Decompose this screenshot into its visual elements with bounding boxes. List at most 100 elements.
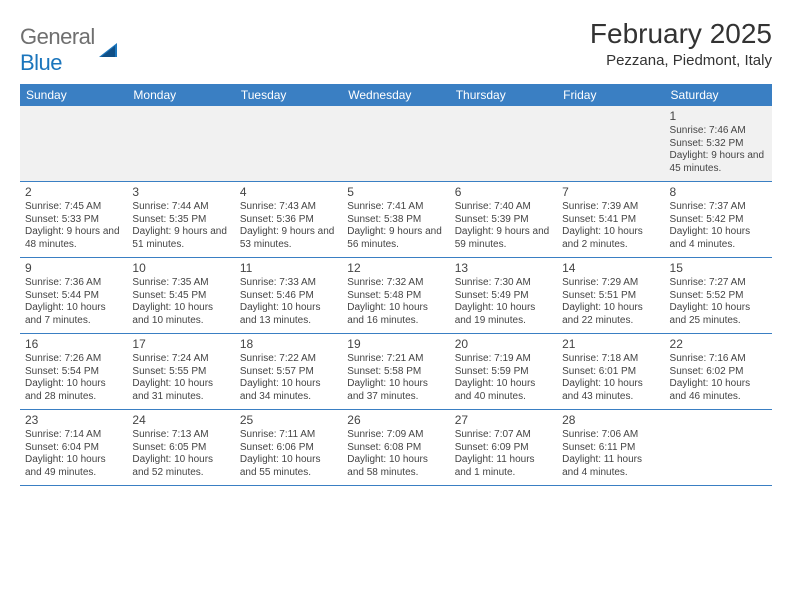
day-cell	[127, 106, 234, 182]
day-number: 1	[670, 109, 767, 124]
day-cell: 24Sunrise: 7:13 AMSunset: 6:05 PMDayligh…	[127, 410, 234, 486]
day-number: 24	[132, 413, 229, 428]
daylight-text: Daylight: 10 hours and 31 minutes.	[132, 378, 229, 403]
calendar-page: General Blue February 2025 Pezzana, Pied…	[0, 0, 792, 504]
sunset-text: Sunset: 6:02 PM	[670, 366, 767, 379]
day-number: 17	[132, 337, 229, 352]
daylight-text: Daylight: 10 hours and 13 minutes.	[240, 302, 337, 327]
day-number: 5	[347, 185, 444, 200]
sunrise-text: Sunrise: 7:41 AM	[347, 201, 444, 214]
daylight-text: Daylight: 10 hours and 10 minutes.	[132, 302, 229, 327]
daylight-text: Daylight: 9 hours and 51 minutes.	[132, 226, 229, 251]
day-cell: 16Sunrise: 7:26 AMSunset: 5:54 PMDayligh…	[20, 334, 127, 410]
day-cell: 7Sunrise: 7:39 AMSunset: 5:41 PMDaylight…	[557, 182, 664, 258]
sunrise-text: Sunrise: 7:39 AM	[562, 201, 659, 214]
sunset-text: Sunset: 5:57 PM	[240, 366, 337, 379]
sunset-text: Sunset: 5:52 PM	[670, 290, 767, 303]
day-number: 23	[25, 413, 122, 428]
sunset-text: Sunset: 6:06 PM	[240, 442, 337, 455]
day-cell	[450, 106, 557, 182]
calendar-body: 1Sunrise: 7:46 AMSunset: 5:32 PMDaylight…	[20, 106, 772, 486]
sunset-text: Sunset: 5:49 PM	[455, 290, 552, 303]
sunrise-text: Sunrise: 7:22 AM	[240, 353, 337, 366]
daylight-text: Daylight: 10 hours and 40 minutes.	[455, 378, 552, 403]
daylight-text: Daylight: 10 hours and 19 minutes.	[455, 302, 552, 327]
week-row: 2Sunrise: 7:45 AMSunset: 5:33 PMDaylight…	[20, 182, 772, 258]
sunrise-text: Sunrise: 7:43 AM	[240, 201, 337, 214]
daylight-text: Daylight: 10 hours and 34 minutes.	[240, 378, 337, 403]
day-header-row: SundayMondayTuesdayWednesdayThursdayFrid…	[20, 84, 772, 106]
sunset-text: Sunset: 5:44 PM	[25, 290, 122, 303]
sunset-text: Sunset: 5:46 PM	[240, 290, 337, 303]
daylight-text: Daylight: 10 hours and 49 minutes.	[25, 454, 122, 479]
day-header: Wednesday	[342, 84, 449, 106]
day-number: 14	[562, 261, 659, 276]
sunrise-text: Sunrise: 7:29 AM	[562, 277, 659, 290]
daylight-text: Daylight: 10 hours and 37 minutes.	[347, 378, 444, 403]
day-cell	[20, 106, 127, 182]
day-number: 13	[455, 261, 552, 276]
day-cell: 15Sunrise: 7:27 AMSunset: 5:52 PMDayligh…	[665, 258, 772, 334]
daylight-text: Daylight: 10 hours and 25 minutes.	[670, 302, 767, 327]
day-number: 19	[347, 337, 444, 352]
day-cell: 12Sunrise: 7:32 AMSunset: 5:48 PMDayligh…	[342, 258, 449, 334]
sunrise-text: Sunrise: 7:40 AM	[455, 201, 552, 214]
day-number: 8	[670, 185, 767, 200]
day-number: 4	[240, 185, 337, 200]
day-cell: 14Sunrise: 7:29 AMSunset: 5:51 PMDayligh…	[557, 258, 664, 334]
day-cell: 22Sunrise: 7:16 AMSunset: 6:02 PMDayligh…	[665, 334, 772, 410]
week-row: 9Sunrise: 7:36 AMSunset: 5:44 PMDaylight…	[20, 258, 772, 334]
day-number: 22	[670, 337, 767, 352]
daylight-text: Daylight: 10 hours and 16 minutes.	[347, 302, 444, 327]
daylight-text: Daylight: 10 hours and 55 minutes.	[240, 454, 337, 479]
calendar-table: SundayMondayTuesdayWednesdayThursdayFrid…	[20, 84, 772, 486]
day-number: 15	[670, 261, 767, 276]
location: Pezzana, Piedmont, Italy	[590, 52, 772, 69]
sunrise-text: Sunrise: 7:16 AM	[670, 353, 767, 366]
sunrise-text: Sunrise: 7:37 AM	[670, 201, 767, 214]
week-row: 16Sunrise: 7:26 AMSunset: 5:54 PMDayligh…	[20, 334, 772, 410]
sunrise-text: Sunrise: 7:26 AM	[25, 353, 122, 366]
sunset-text: Sunset: 5:55 PM	[132, 366, 229, 379]
sunset-text: Sunset: 5:36 PM	[240, 214, 337, 227]
day-cell: 10Sunrise: 7:35 AMSunset: 5:45 PMDayligh…	[127, 258, 234, 334]
day-number: 27	[455, 413, 552, 428]
sunrise-text: Sunrise: 7:06 AM	[562, 429, 659, 442]
day-number: 3	[132, 185, 229, 200]
sunset-text: Sunset: 5:42 PM	[670, 214, 767, 227]
daylight-text: Daylight: 11 hours and 1 minute.	[455, 454, 552, 479]
day-header: Monday	[127, 84, 234, 106]
sunset-text: Sunset: 6:09 PM	[455, 442, 552, 455]
sunrise-text: Sunrise: 7:11 AM	[240, 429, 337, 442]
day-cell: 21Sunrise: 7:18 AMSunset: 6:01 PMDayligh…	[557, 334, 664, 410]
sunrise-text: Sunrise: 7:21 AM	[347, 353, 444, 366]
sunset-text: Sunset: 5:35 PM	[132, 214, 229, 227]
daylight-text: Daylight: 10 hours and 52 minutes.	[132, 454, 229, 479]
day-number: 20	[455, 337, 552, 352]
sunset-text: Sunset: 5:58 PM	[347, 366, 444, 379]
day-number: 10	[132, 261, 229, 276]
calendar-head: SundayMondayTuesdayWednesdayThursdayFrid…	[20, 84, 772, 106]
day-number: 25	[240, 413, 337, 428]
daylight-text: Daylight: 10 hours and 2 minutes.	[562, 226, 659, 251]
brand-triangle-icon	[99, 41, 121, 59]
daylight-text: Daylight: 9 hours and 59 minutes.	[455, 226, 552, 251]
brand-part2: Blue	[20, 50, 62, 75]
day-cell: 8Sunrise: 7:37 AMSunset: 5:42 PMDaylight…	[665, 182, 772, 258]
day-header: Friday	[557, 84, 664, 106]
sunrise-text: Sunrise: 7:30 AM	[455, 277, 552, 290]
brand-name: General Blue	[20, 24, 95, 76]
sunrise-text: Sunrise: 7:46 AM	[670, 125, 767, 138]
brand-part1: General	[20, 24, 95, 49]
day-cell	[557, 106, 664, 182]
day-cell: 19Sunrise: 7:21 AMSunset: 5:58 PMDayligh…	[342, 334, 449, 410]
day-cell: 20Sunrise: 7:19 AMSunset: 5:59 PMDayligh…	[450, 334, 557, 410]
day-number: 9	[25, 261, 122, 276]
daylight-text: Daylight: 9 hours and 53 minutes.	[240, 226, 337, 251]
daylight-text: Daylight: 10 hours and 43 minutes.	[562, 378, 659, 403]
day-cell: 1Sunrise: 7:46 AMSunset: 5:32 PMDaylight…	[665, 106, 772, 182]
day-number: 21	[562, 337, 659, 352]
day-cell	[665, 410, 772, 486]
day-cell: 2Sunrise: 7:45 AMSunset: 5:33 PMDaylight…	[20, 182, 127, 258]
sunrise-text: Sunrise: 7:09 AM	[347, 429, 444, 442]
